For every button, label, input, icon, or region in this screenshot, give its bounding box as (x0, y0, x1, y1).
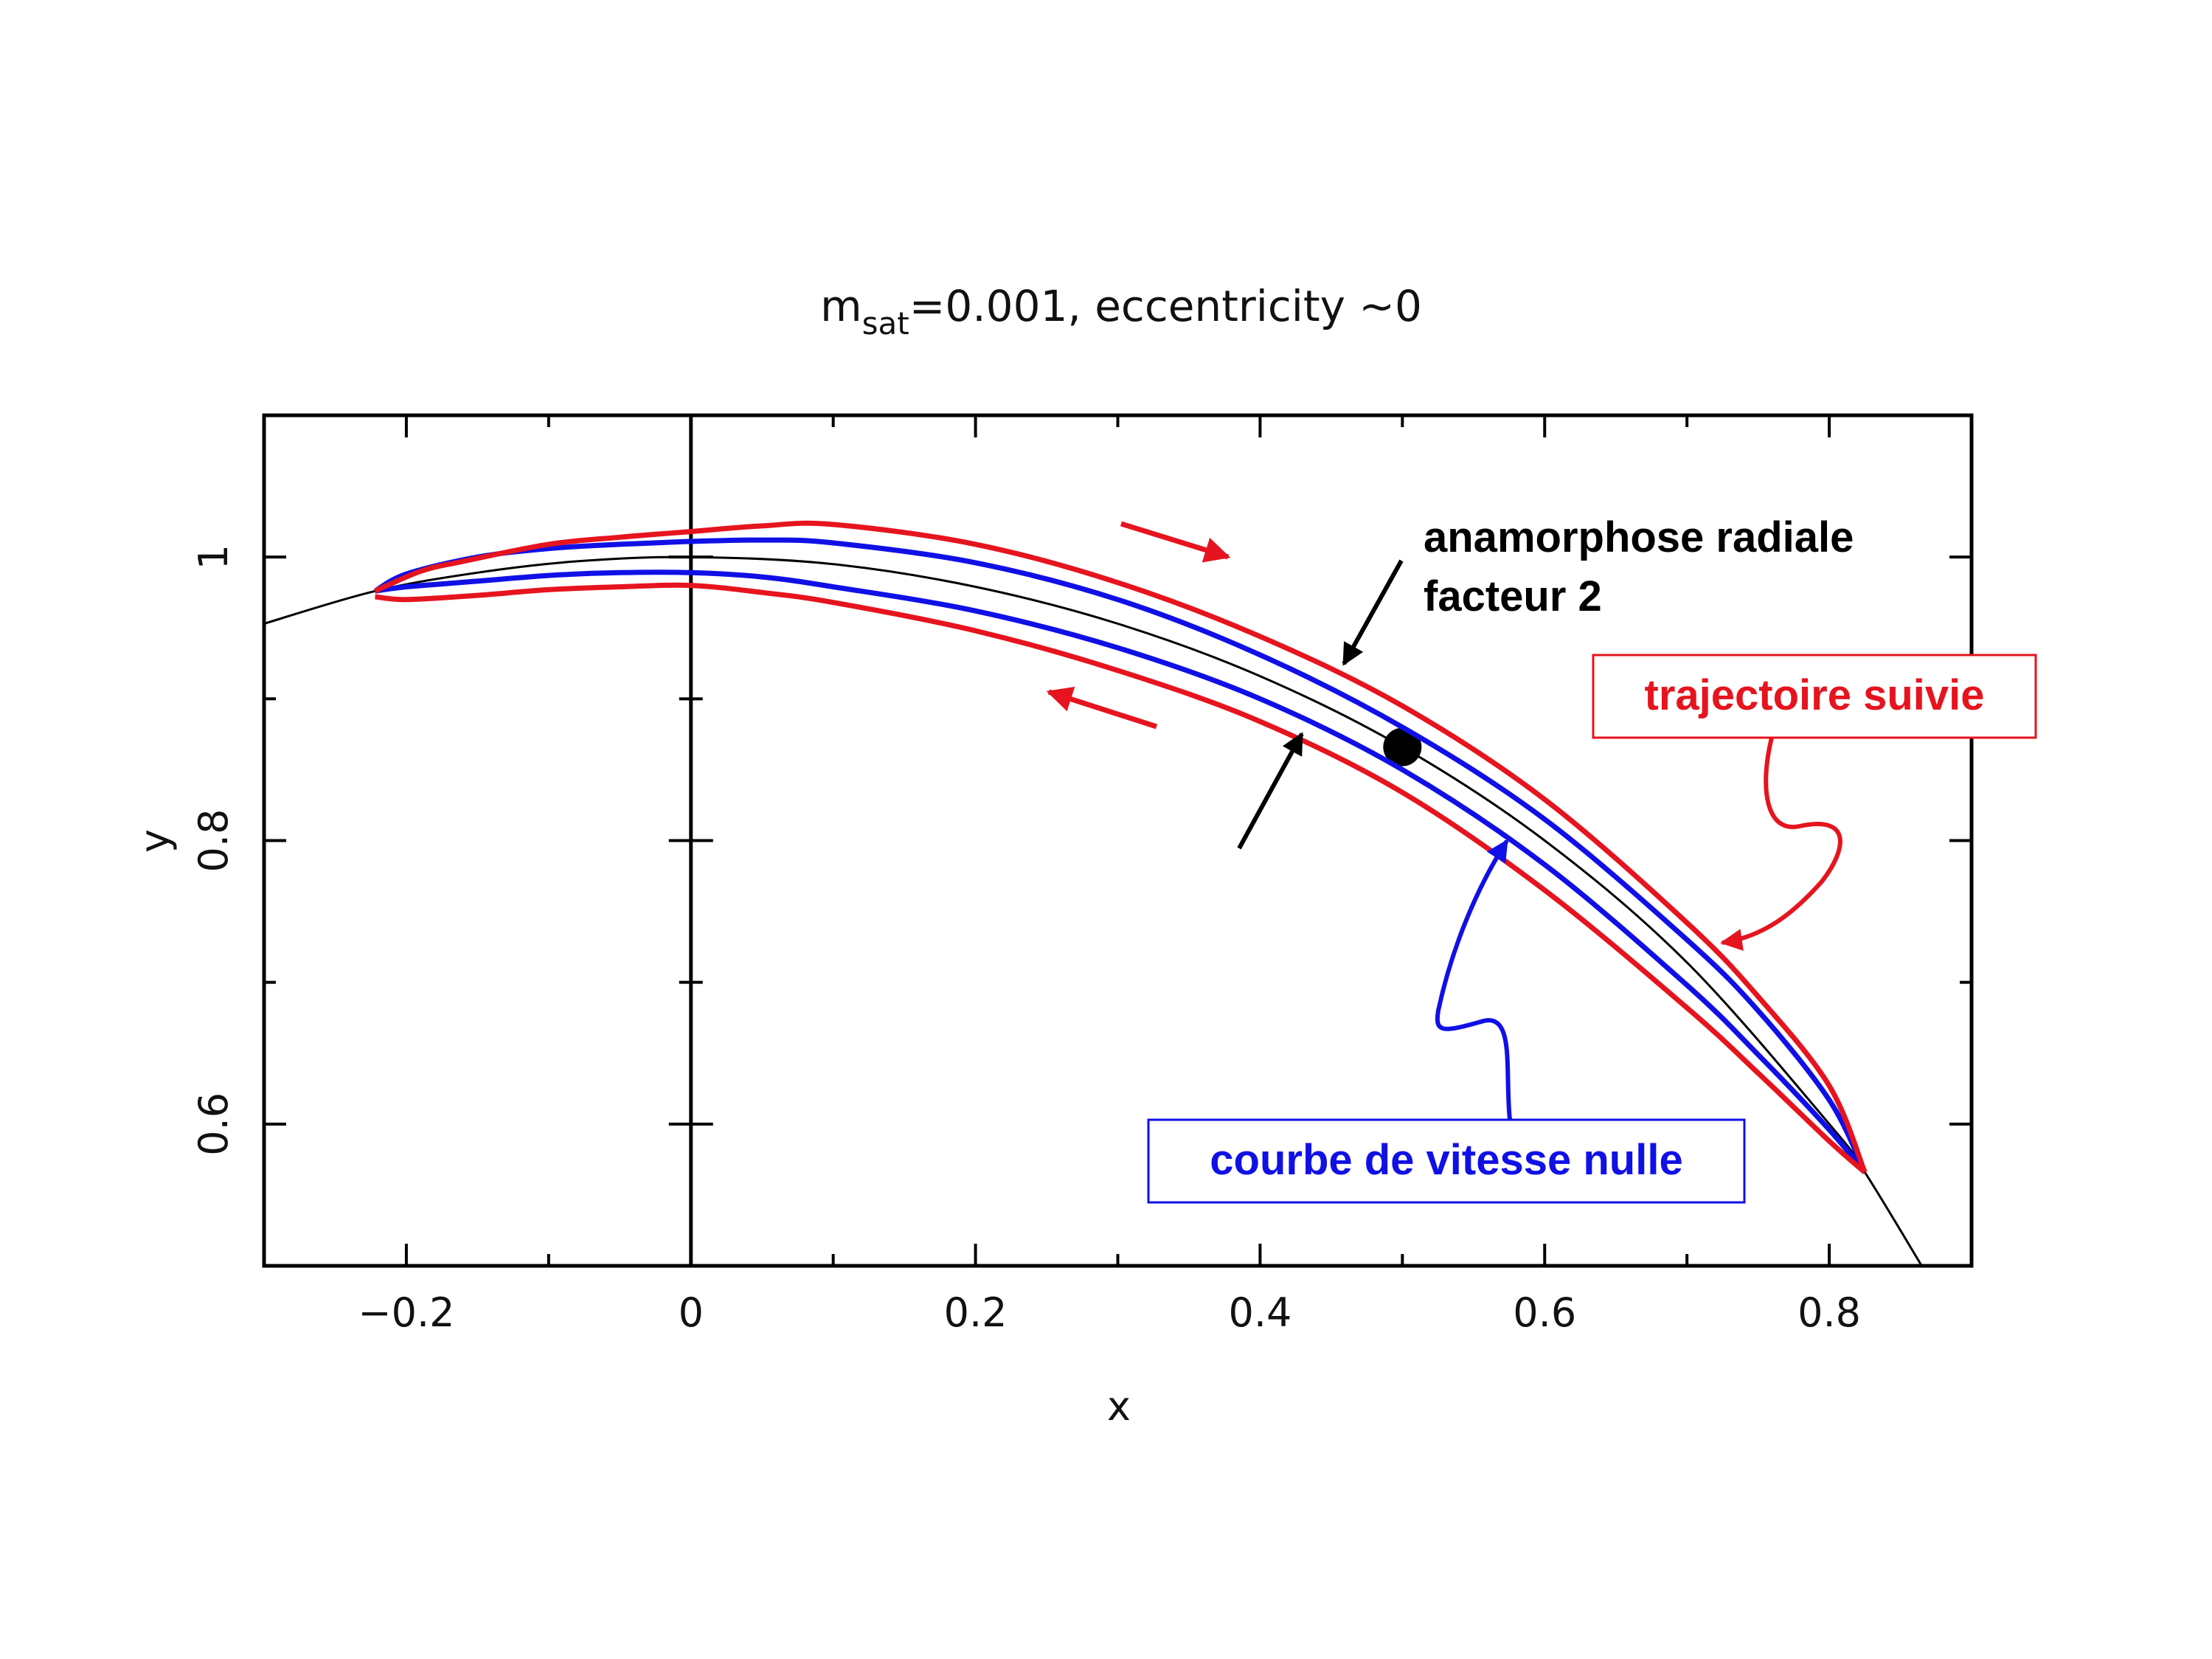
title-main: m (820, 281, 862, 331)
x-tick-label: −0.2 (358, 1289, 454, 1336)
y-axis-label: y (131, 829, 178, 853)
series-orbit (264, 555, 1923, 1266)
x-tick-label: 0.2 (944, 1289, 1008, 1336)
courbe-pointer (1435, 839, 1512, 1121)
series-group (264, 520, 1923, 1266)
series-zero-velocity-outer (373, 537, 1868, 1174)
trajectoire-label-box (1592, 654, 2037, 739)
anamorphose-label-line2: facteur 2 (1424, 572, 1602, 620)
axis-ticks (264, 415, 1972, 1266)
series-followed-trajectory-outer (374, 520, 1868, 1174)
chart-title: msat=0.001, eccentricity ~0 (820, 281, 1422, 342)
x-tick-label: 0 (679, 1289, 704, 1336)
courbe-callout: courbe de vitesse nulle (1147, 839, 1746, 1204)
y-tick-label: 1 (190, 544, 237, 569)
series-zero-velocity-inner (374, 569, 1867, 1174)
direction-arrow-forward (1120, 521, 1231, 563)
svg-text:anamorphose radiale: anamorphose radiale (1424, 513, 1854, 561)
anamorphose-label-line1: anamorphose radiale (1424, 513, 1854, 561)
title-subscript: sat (862, 305, 909, 342)
anamorphose-arrow-lower (1237, 732, 1304, 850)
svg-text:facteur 2: facteur 2 (1424, 572, 1602, 620)
anamorphose-arrow-upper (1342, 559, 1404, 666)
trajectoire-pointer (1720, 737, 1842, 951)
trajectoire-label: trajectoire suivie (1645, 671, 1985, 719)
x-tick-label: 0.8 (1797, 1289, 1861, 1336)
courbe-label-box (1147, 1118, 1746, 1204)
anamorphose-annotation: anamorphose radiale facteur 2 (1237, 513, 1854, 850)
title-rest: =0.001, eccentricity ~0 (909, 281, 1422, 331)
trajectoire-callout: trajectoire suivie (1592, 654, 2037, 951)
y-tick-label: 0.6 (190, 1092, 237, 1156)
x-tick-label: 0.4 (1228, 1289, 1292, 1336)
tick-labels: −0.2 0 0.2 0.4 0.6 0.8 0.6 0.8 1 (190, 544, 1861, 1336)
y-tick-label: 0.8 (190, 809, 237, 873)
x-tick-label: 0.6 (1513, 1289, 1576, 1336)
direction-arrow-backward (1046, 686, 1158, 730)
courbe-label: courbe de vitesse nulle (1210, 1136, 1682, 1184)
series-followed-trajectory-inner (375, 582, 1867, 1174)
x-axis-label: x (1107, 1383, 1131, 1430)
